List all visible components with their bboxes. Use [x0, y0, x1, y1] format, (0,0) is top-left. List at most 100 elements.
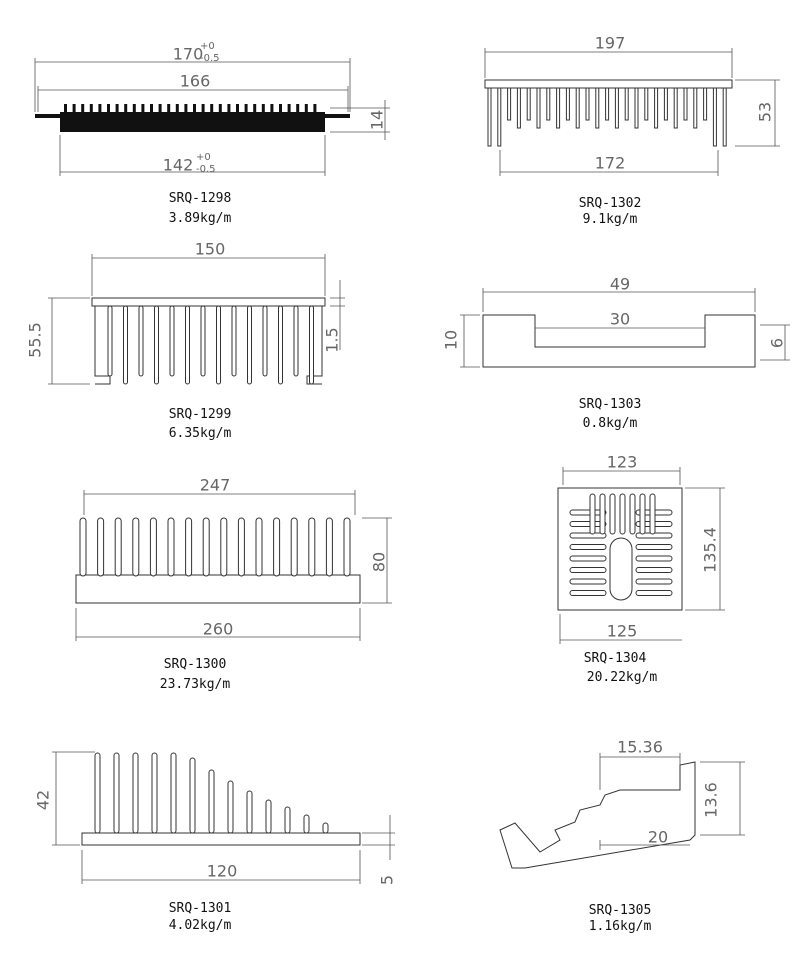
fin: [132, 104, 136, 113]
fin: [255, 517, 263, 577]
model: SRQ-1300: [164, 657, 227, 672]
fin: [107, 104, 110, 113]
fin: [247, 305, 252, 385]
dimension: 142: [163, 156, 194, 175]
fin: [132, 752, 139, 834]
dimension: 55.5: [26, 322, 45, 358]
fin: [200, 305, 206, 377]
profile-shape: [75, 574, 361, 604]
fin: [220, 517, 228, 577]
fin: [569, 521, 607, 527]
fin: [516, 87, 521, 129]
model: SRQ-1304: [584, 651, 647, 666]
fin: [569, 555, 607, 562]
fin: [575, 87, 580, 129]
model: SRQ-1298: [169, 191, 232, 206]
fin: [218, 104, 222, 113]
fin: [569, 509, 607, 516]
fin: [167, 104, 171, 113]
fin: [673, 87, 678, 129]
fin: [614, 87, 619, 129]
fin: [97, 517, 105, 577]
fin: [308, 517, 316, 577]
dimension: 123: [607, 453, 638, 472]
dimension-lines: [559, 467, 725, 644]
profile-shape: [60, 112, 325, 132]
dimension: 49: [610, 275, 630, 294]
dimension: 135.4: [701, 527, 720, 573]
fin: [585, 87, 590, 121]
fin: [189, 757, 196, 834]
profile-shape: [94, 306, 323, 385]
fin: [193, 104, 196, 113]
fin: [64, 104, 67, 113]
fin: [284, 806, 291, 834]
fin: [287, 104, 291, 113]
dimension: 13.6: [702, 782, 721, 818]
fin: [170, 752, 177, 834]
fin: [141, 104, 145, 113]
weight: 6.35kg/m: [169, 426, 232, 441]
fin: [569, 590, 607, 596]
dimension: 120: [207, 862, 238, 881]
dimension: 5: [378, 875, 397, 885]
dimension: 6: [768, 338, 787, 348]
dimension: 1.5: [323, 327, 342, 352]
fin: [236, 104, 239, 113]
fin: [227, 104, 231, 113]
fin: [79, 517, 87, 577]
fin: [683, 87, 688, 121]
fin: [261, 104, 265, 113]
fin: [270, 104, 274, 113]
fin: [115, 104, 119, 113]
fin: [132, 517, 140, 577]
dimension: 166: [180, 72, 211, 91]
fin: [325, 517, 333, 577]
fin: [565, 87, 570, 121]
fin: [113, 752, 120, 834]
fin: [635, 544, 673, 550]
weight: 9.1kg/m: [583, 212, 638, 227]
fin: [94, 752, 101, 834]
fin: [227, 780, 234, 834]
dimension: 170: [173, 45, 204, 64]
fin: [98, 104, 102, 113]
fin: [619, 493, 626, 535]
fin: [609, 493, 616, 535]
dimension-lines: [75, 490, 392, 641]
profile-drawings: [34, 48, 790, 884]
profile-shape: [81, 832, 361, 846]
fin: [649, 493, 656, 535]
fin: [634, 87, 639, 129]
fin: [635, 590, 673, 596]
fin: [290, 517, 298, 577]
fin: [693, 87, 698, 129]
weight: 23.73kg/m: [160, 677, 231, 692]
fin: [526, 87, 531, 121]
fin: [536, 87, 541, 129]
fin: [644, 87, 649, 121]
fin: [72, 104, 76, 113]
fin: [487, 87, 492, 147]
fin: [210, 104, 214, 113]
dimension-lines: [48, 254, 345, 385]
dimension-lines: [599, 753, 745, 850]
fin: [304, 104, 308, 113]
fin: [313, 104, 317, 113]
fin: [123, 305, 128, 385]
fin: [309, 305, 314, 385]
tolerance: -0.5: [196, 164, 216, 175]
fin: [175, 104, 179, 113]
dimension: 10: [442, 330, 461, 350]
dimension: 14: [368, 110, 387, 130]
dimension: 30: [610, 310, 630, 329]
model: SRQ-1302: [579, 196, 642, 211]
profile-shape: [499, 761, 696, 869]
fin: [231, 305, 237, 377]
fin: [278, 305, 283, 385]
dimension-lines: [34, 58, 390, 176]
dimension: 53: [756, 102, 775, 122]
fin: [201, 104, 205, 113]
fin: [107, 305, 113, 377]
